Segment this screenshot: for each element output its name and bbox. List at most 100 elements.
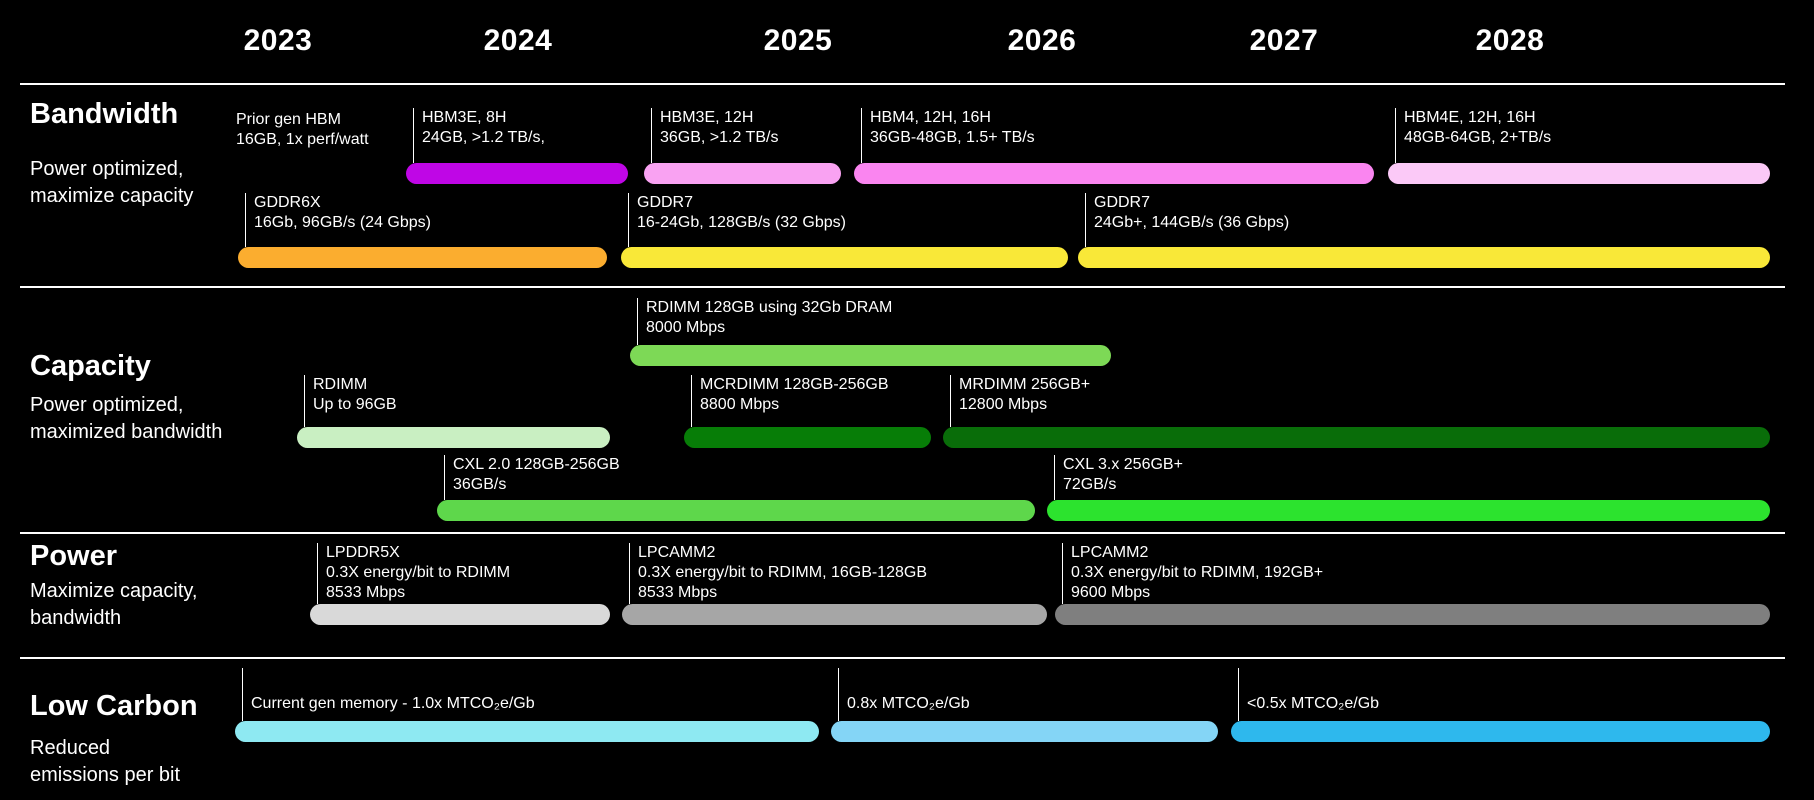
bar-label-line: 48GB-64GB, 2+TB/s — [1404, 129, 1552, 146]
section-subtitle-line: Power optimized, — [30, 394, 184, 416]
section-subtitle-line: maximized bandwidth — [30, 421, 223, 443]
bar-label-lpcamm2-16-128gb: LPCAMM2 0.3X energy/bit to RDIMM, 16GB-12… — [629, 543, 927, 604]
section-title-power: Power — [30, 540, 118, 572]
bar-hbm3e-12h — [644, 163, 841, 184]
bar-label-line: 16-24Gb, 128GB/s (32 Gbps) — [637, 214, 846, 231]
bar-label-line: 36GB-48GB, 1.5+ TB/s — [870, 129, 1035, 146]
section-divider — [20, 286, 1785, 288]
bar-label-line: RDIMM 128GB using 32Gb DRAM — [646, 299, 893, 316]
bar-lpcamm2-192gb — [1055, 604, 1770, 625]
bar-low-carbon-0-5x — [1231, 721, 1770, 742]
section-subtitle-bandwidth: Power optimized, maximize capacity — [30, 156, 193, 210]
bar-mcrdimm — [684, 427, 931, 448]
year-label-2025: 2025 — [763, 24, 833, 57]
bar-label-line: 16Gb, 96GB/s (24 Gbps) — [254, 214, 431, 231]
bar-label-line: 0.8x MTCO₂e/Gb — [847, 695, 970, 712]
section-subtitle-line: bandwidth — [30, 607, 122, 629]
bar-label-rdimm-128gb: RDIMM 128GB using 32Gb DRAM 8000 Mbps — [637, 298, 892, 345]
bar-label-lpcamm2-192gb: LPCAMM2 0.3X energy/bit to RDIMM, 192GB+ 9… — [1062, 543, 1323, 604]
bar-label-gddr6x: GDDR6X 16Gb, 96GB/s (24 Gbps) — [245, 193, 431, 247]
bar-label-line: 24GB, >1.2 TB/s, — [422, 129, 545, 146]
bar-rdimm-128gb — [630, 345, 1111, 366]
bar-label-hbm4: HBM4, 12H, 16H 36GB-48GB, 1.5+ TB/s — [861, 108, 1035, 163]
section-divider — [20, 657, 1785, 659]
bar-label-line: 0.3X energy/bit to RDIMM, 192GB+ — [1071, 564, 1324, 581]
year-label-2026: 2026 — [1007, 24, 1077, 57]
year-label-2027: 2027 — [1249, 24, 1319, 57]
bar-label-line: <0.5x MTCO₂e/Gb — [1247, 695, 1380, 712]
section-subtitle-line: maximize capacity — [30, 185, 194, 207]
section-title-capacity: Capacity — [30, 350, 151, 382]
bar-label-line: HBM4E, 12H, 16H — [1404, 109, 1536, 126]
bar-label-mcrdimm: MCRDIMM 128GB-256GB 8800 Mbps — [691, 375, 889, 427]
bar-gddr7-32gbps — [621, 247, 1068, 268]
bar-label-hbm3e-12h: HBM3E, 12H 36GB, >1.2 TB/s — [651, 108, 778, 163]
bar-label-line: 8800 Mbps — [700, 396, 780, 413]
bar-label-line: MRDIMM 256GB+ — [959, 376, 1091, 393]
bar-label-line: GDDR7 — [637, 194, 694, 211]
bar-label-line: 0.3X energy/bit to RDIMM, 16GB-128GB — [638, 564, 928, 581]
bar-hbm4e — [1388, 163, 1770, 184]
bar-label-gddr7-36gbps: GDDR7 24Gb+, 144GB/s (36 Gbps) — [1085, 193, 1289, 247]
bar-label-line: LPCAMM2 — [1071, 544, 1149, 561]
bar-label-line: 8533 Mbps — [326, 584, 406, 601]
bar-label-line: MCRDIMM 128GB-256GB — [700, 376, 889, 393]
section-subtitle-line: Reduced — [30, 737, 111, 759]
bar-label-mrdimm: MRDIMM 256GB+ 12800 Mbps — [950, 375, 1090, 427]
bar-cxl-3-x — [1047, 500, 1770, 521]
year-label-2024: 2024 — [483, 24, 553, 57]
bar-label-line: 0.3X energy/bit to RDIMM — [326, 564, 511, 581]
bar-label-low-carbon-current: Current gen memory - 1.0x MTCO₂e/Gb — [242, 668, 535, 721]
bar-label-line: 72GB/s — [1063, 476, 1117, 493]
bar-label-line: CXL 2.0 128GB-256GB — [453, 456, 620, 473]
bar-label-line: Up to 96GB — [313, 396, 397, 413]
bar-label-line: 36GB, >1.2 TB/s — [660, 129, 779, 146]
bar-rdimm-96gb — [297, 427, 610, 448]
bar-label-line: Current gen memory - 1.0x MTCO₂e/Gb — [251, 695, 535, 712]
section-subtitle-line: Maximize capacity, — [30, 580, 198, 602]
bar-label-line: LPDDR5X — [326, 544, 400, 561]
bar-label-cxl-2-0: CXL 2.0 128GB-256GB 36GB/s — [444, 455, 620, 500]
section-subtitle-low-carbon: Reduced emissions per bit — [30, 735, 180, 789]
year-label-2028: 2028 — [1475, 24, 1545, 57]
bar-hbm4 — [854, 163, 1374, 184]
bar-mrdimm — [943, 427, 1770, 448]
bar-label-line: HBM3E, 12H — [660, 109, 754, 126]
bar-low-carbon-0-8x — [831, 721, 1218, 742]
section-title-low-carbon: Low Carbon — [30, 690, 198, 722]
bar-label-low-carbon-0-5x: <0.5x MTCO₂e/Gb — [1238, 668, 1379, 721]
bar-low-carbon-current — [235, 721, 819, 742]
bar-label-line: 36GB/s — [453, 476, 507, 493]
bar-gddr7-36gbps — [1078, 247, 1770, 268]
section-subtitle-line: emissions per bit — [30, 764, 181, 786]
section-divider — [20, 532, 1785, 534]
bar-lpddr5x — [310, 604, 610, 625]
bar-label-line: RDIMM — [313, 376, 368, 393]
bar-label-line: HBM3E, 8H — [422, 109, 507, 126]
section-title-bandwidth: Bandwidth — [30, 98, 179, 130]
bar-label-line: 12800 Mbps — [959, 396, 1048, 413]
bar-label-line: 9600 Mbps — [1071, 584, 1151, 601]
bar-label-low-carbon-0-8x: 0.8x MTCO₂e/Gb — [838, 668, 970, 721]
section-subtitle-capacity: Power optimized, maximized bandwidth — [30, 392, 222, 446]
section-subtitle-power: Maximize capacity, bandwidth — [30, 578, 197, 632]
bar-label-line: LPCAMM2 — [638, 544, 716, 561]
bar-label-line: CXL 3.x 256GB+ — [1063, 456, 1183, 473]
bar-label-line: 8000 Mbps — [646, 319, 726, 336]
bar-label-line: 24Gb+, 144GB/s (36 Gbps) — [1094, 214, 1290, 231]
bar-label-gddr7-32gbps: GDDR7 16-24Gb, 128GB/s (32 Gbps) — [628, 193, 846, 247]
bar-label-line: 8533 Mbps — [638, 584, 718, 601]
bar-label-rdimm-96gb: RDIMM Up to 96GB — [304, 375, 397, 427]
bar-cxl-2-0 — [437, 500, 1035, 521]
bar-label-line: GDDR7 — [1094, 194, 1151, 211]
bar-label-line: 16GB, 1x perf/watt — [236, 131, 369, 148]
bar-label-lpddr5x: LPDDR5X 0.3X energy/bit to RDIMM 8533 Mbps — [317, 543, 510, 604]
bar-gddr6x — [238, 247, 607, 268]
bar-label-line: GDDR6X — [254, 194, 321, 211]
year-label-2023: 2023 — [243, 24, 313, 57]
bar-label-cxl-3-x: CXL 3.x 256GB+ 72GB/s — [1054, 455, 1183, 500]
bar-hbm3e-8h — [406, 163, 628, 184]
bar-label-hbm3e-8h: HBM3E, 8H 24GB, >1.2 TB/s, — [413, 108, 545, 163]
bar-label-prior-gen-hbm: Prior gen HBM 16GB, 1x perf/watt — [228, 110, 369, 163]
